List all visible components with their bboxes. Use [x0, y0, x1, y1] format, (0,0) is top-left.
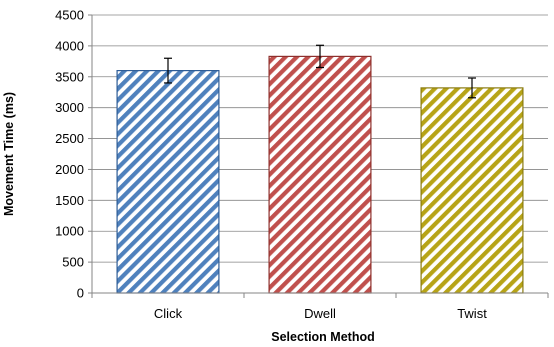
y-tick-label: 500 — [62, 255, 84, 270]
x-tick-labels: Click Dwell Twist — [154, 306, 487, 321]
error-bar-dwell — [316, 44, 324, 69]
x-tick-label-twist: Twist — [457, 306, 487, 321]
y-axis-title: Movement Time (ms) — [2, 92, 16, 216]
error-bar-click — [164, 57, 172, 84]
y-tick-label: 1000 — [55, 224, 84, 239]
y-tick-label: 2000 — [55, 162, 84, 177]
bar-dwell — [268, 55, 372, 294]
y-tick-label: 3000 — [55, 100, 84, 115]
y-tick-label: 4500 — [55, 8, 84, 23]
y-tick-label: 1500 — [55, 193, 84, 208]
x-axis-title: Selection Method — [271, 330, 374, 344]
bars — [116, 55, 524, 294]
y-tick-label: 4000 — [55, 38, 84, 53]
error-bar-twist — [468, 77, 476, 99]
y-tick-label: 3500 — [55, 69, 84, 84]
x-tick-label-click: Click — [154, 306, 183, 321]
axes — [88, 14, 549, 298]
bar-click — [116, 69, 220, 294]
y-tick-label: 2500 — [55, 131, 84, 146]
bar-twist — [420, 87, 524, 294]
y-tick-labels: 0 500 1000 1500 2000 2500 3000 3500 4000 4500 — [55, 8, 84, 301]
x-tick-label-dwell: Dwell — [304, 306, 336, 321]
y-tick-label: 0 — [77, 286, 84, 301]
error-bars — [164, 44, 476, 99]
